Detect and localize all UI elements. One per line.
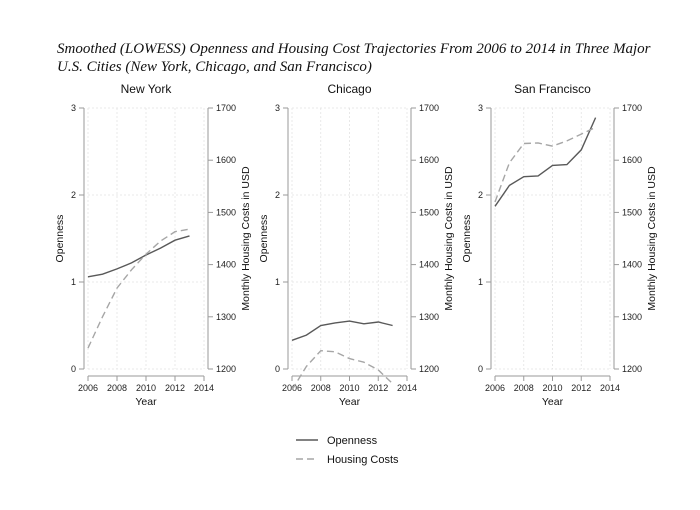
panel-0: 0 1 2 3 1200 1300 1400 1500 1600 1700 2006 2008 2010… <box>54 82 252 408</box>
y-tick-label: 3 <box>71 103 76 113</box>
y2-tick-label: 1700 <box>216 103 236 113</box>
y-tick-label: 2 <box>275 190 280 200</box>
y2-tick-label: 1400 <box>622 260 642 270</box>
y2-tick-label: 1300 <box>622 312 642 322</box>
y-axis-label: Openness <box>258 215 270 263</box>
y2-tick-label: 1200 <box>419 364 439 374</box>
y-axis-label: Openness <box>54 215 66 263</box>
housing-costs-line <box>87 228 190 349</box>
legend: Openness Housing Costs <box>296 435 399 466</box>
y-tick-label: 3 <box>275 103 280 113</box>
housing-costs-line <box>494 126 596 203</box>
y2-tick-label: 1500 <box>622 207 642 217</box>
x-tick-label: 2006 <box>78 383 98 393</box>
x-tick-label: 2008 <box>514 383 534 393</box>
panel-title: Chicago <box>327 82 371 96</box>
openness-line <box>87 235 190 278</box>
x-tick-label: 2012 <box>571 383 591 393</box>
panel-2: 0 1 2 3 1200 1300 1400 1500 1600 1700 2006 2008 2010… <box>461 82 658 408</box>
x-axis-label: Year <box>542 396 564 408</box>
x-tick-label: 2010 <box>339 383 359 393</box>
panel-title: San Francisco <box>514 82 591 96</box>
x-tick-label: 2008 <box>107 383 127 393</box>
housing-costs-line <box>291 349 394 391</box>
openness-line <box>291 320 393 341</box>
y2-tick-label: 1700 <box>622 103 642 113</box>
y2-axis-label: Monthly Housing Costs in USD <box>443 166 455 311</box>
x-tick-label: 2006 <box>282 383 302 393</box>
y-axis-label: Openness <box>461 215 473 263</box>
y-tick-label: 1 <box>275 277 280 287</box>
x-tick-label: 2010 <box>542 383 562 393</box>
x-tick-label: 2012 <box>165 383 185 393</box>
y2-axis-label: Monthly Housing Costs in USD <box>646 166 658 311</box>
openness-line <box>494 117 597 207</box>
x-tick-label: 2008 <box>311 383 331 393</box>
y-tick-label: 2 <box>478 190 483 200</box>
y-tick-label: 0 <box>275 364 280 374</box>
x-tick-label: 2010 <box>136 383 156 393</box>
y2-tick-label: 1300 <box>216 312 236 322</box>
x-tick-label: 2014 <box>600 383 620 393</box>
y2-tick-label: 1500 <box>216 207 236 217</box>
x-tick-label: 2012 <box>368 383 388 393</box>
panel-1: 0 1 2 3 1200 1300 1400 1500 1600 1700 2006 2008 2010… <box>258 82 455 408</box>
y-tick-label: 3 <box>478 103 483 113</box>
figure-title: Smoothed (LOWESS) Openness and Housing C… <box>57 41 651 75</box>
y2-tick-label: 1400 <box>419 260 439 270</box>
y2-tick-label: 1600 <box>419 155 439 165</box>
y2-tick-label: 1700 <box>419 103 439 113</box>
y-tick-label: 1 <box>478 277 483 287</box>
y2-tick-label: 1400 <box>216 260 236 270</box>
legend-label: Openness <box>327 435 378 447</box>
y2-tick-label: 1600 <box>216 155 236 165</box>
y2-tick-label: 1600 <box>622 155 642 165</box>
x-tick-label: 2014 <box>194 383 214 393</box>
y-tick-label: 1 <box>71 277 76 287</box>
x-axis-label: Year <box>339 396 361 408</box>
y2-tick-label: 1200 <box>622 364 642 374</box>
y-tick-label: 2 <box>71 190 76 200</box>
panel-title: New York <box>121 82 173 96</box>
x-tick-label: 2014 <box>397 383 417 393</box>
y2-tick-label: 1300 <box>419 312 439 322</box>
y2-tick-label: 1200 <box>216 364 236 374</box>
legend-label: Housing Costs <box>327 454 399 466</box>
y2-tick-label: 1500 <box>419 207 439 217</box>
y2-axis-label: Monthly Housing Costs in USD <box>240 166 252 311</box>
y-tick-label: 0 <box>478 364 483 374</box>
x-axis-label: Year <box>135 396 157 408</box>
x-tick-label: 2006 <box>485 383 505 393</box>
y-tick-label: 0 <box>71 364 76 374</box>
